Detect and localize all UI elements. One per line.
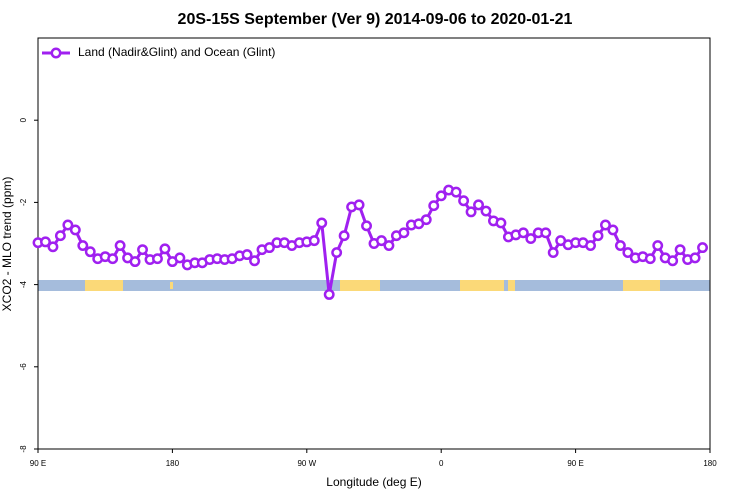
land-strip [170,282,173,289]
point-marker [398,227,410,239]
land-strip [340,280,380,291]
surface-strip [38,280,710,291]
point-marker [77,240,89,252]
point-marker [607,224,619,236]
point-marker [667,255,679,267]
point-marker [54,230,66,242]
point-marker [241,249,253,261]
point-marker [517,227,529,239]
point-marker [159,243,171,255]
point-marker [622,247,634,258]
legend-label: Land (Nadir&Glint) and Ocean (Glint) [78,45,275,59]
land-strip [623,280,660,291]
point-marker [338,230,350,242]
y-tick-label: -6 [19,363,28,371]
point-marker [376,235,387,247]
point-marker [585,240,596,252]
point-marker [592,230,604,242]
point-marker [428,200,440,212]
point-marker [614,240,626,252]
point-marker [331,247,343,258]
point-marker [323,289,335,300]
land-strip [85,280,123,291]
point-marker [249,255,260,267]
point-marker [473,199,484,211]
x-tick-label: 90 W [297,459,316,468]
point-marker [420,214,432,226]
point-marker [450,186,462,198]
point-marker [674,244,686,256]
point-marker [174,252,186,264]
point-marker [40,236,51,248]
x-axis-label: Longitude (deg E) [326,475,421,489]
x-tick-label: 180 [166,459,180,468]
point-marker [525,233,537,245]
point-marker [107,253,119,265]
legend-marker [50,47,62,59]
point-marker [480,205,492,217]
x-tick-label: 90 E [567,459,583,468]
point-marker [465,206,477,218]
y-tick-label: 0 [19,117,28,122]
point-marker [129,256,141,268]
point-marker [495,217,507,229]
point-marker [353,199,365,211]
chart-title: 20S-15S September (Ver 9) 2014-09-06 to … [178,11,573,28]
y-tick-label: -2 [19,198,28,206]
point-marker [84,246,96,258]
land-strip [508,280,515,291]
point-marker [69,224,81,236]
land-strip [460,280,504,291]
point-marker [435,190,447,202]
point-marker [264,242,275,254]
point-marker [697,242,708,254]
point-marker [652,240,664,252]
point-marker [361,220,372,232]
y-tick-label: -4 [19,280,28,288]
point-marker [540,227,552,239]
point-marker [47,241,59,253]
point-marker [644,253,656,265]
point-marker [383,240,395,252]
x-tick-label: 90 E [30,459,46,468]
x-tick-label: 0 [439,459,444,468]
point-marker [689,252,701,264]
point-marker [114,240,126,252]
point-marker [152,253,163,265]
point-marker [600,219,611,231]
point-marker [458,195,470,207]
x-tick-label: 180 [703,459,717,468]
point-marker [62,219,74,231]
point-marker [137,244,148,256]
y-tick-label: -8 [19,445,28,453]
point-marker [547,247,559,258]
point-marker [316,217,328,229]
point-marker [308,235,320,247]
y-axis-label: XCO2 - MLO trend (ppm) [0,177,14,312]
